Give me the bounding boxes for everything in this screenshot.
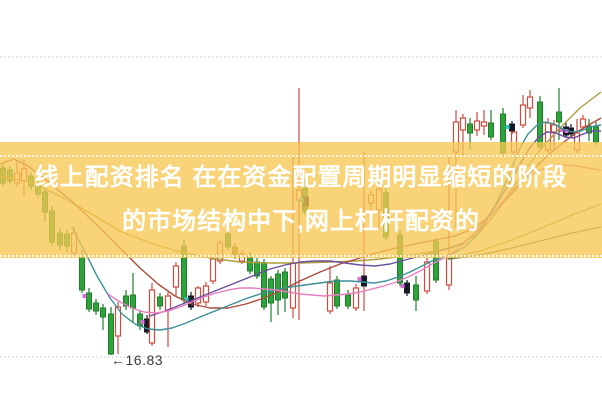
headline-line-2: 的市场结构中下,网上杠杆配资的 bbox=[122, 208, 480, 235]
headline-banner: 线上配资排名 在在资金配置周期明显缩短的阶段 的市场结构中下,网上杠杆配资的 bbox=[0, 142, 602, 258]
banner-gridline-bottom bbox=[0, 255, 602, 257]
low-price-annotation: ←16.83 bbox=[111, 352, 163, 368]
low-price-value: 16.83 bbox=[125, 352, 164, 368]
arrow-left-icon: ← bbox=[111, 352, 126, 368]
banner-gridline-top bbox=[0, 155, 602, 157]
headline-line-1: 线上配资排名 在在资金配置周期明显缩短的阶段 bbox=[34, 164, 568, 191]
